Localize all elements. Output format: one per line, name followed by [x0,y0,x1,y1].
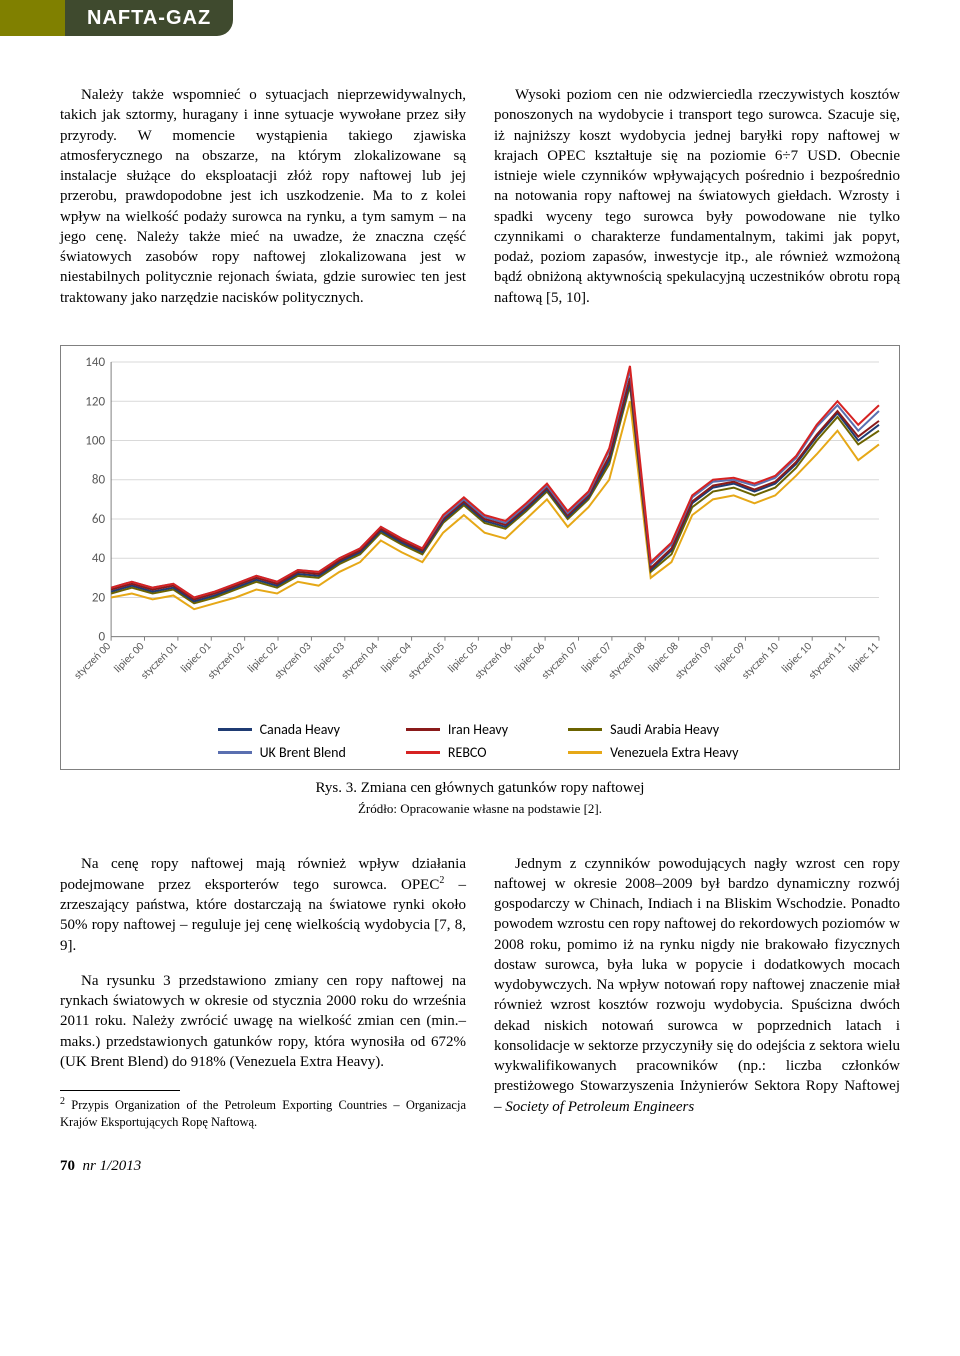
top-columns: Należy także wspomnieć o sytuacjach niep… [60,0,900,323]
svg-text:styczeń 08: styczeń 08 [605,639,647,681]
figure-3: 020406080100120140styczeń 00lipiec 00sty… [60,345,900,817]
br-p1-a: Jednym z czynników powodujących nagły wz… [494,856,900,1115]
top-col-left: Należy także wspomnieć o sytuacjach niep… [60,70,466,323]
bottom-left-p1: Na cenę ropy naftowej mają również wpływ… [60,854,466,956]
oil-price-chart: 020406080100120140styczeń 00lipiec 00sty… [67,354,889,715]
header-badge: NAFTA-GAZ [65,0,233,36]
svg-text:styczeń 02: styczeń 02 [205,639,247,681]
figure-caption: Rys. 3. Zmiana cen głównych gatunków rop… [60,780,900,797]
svg-text:120: 120 [85,394,105,409]
figure-source: Źródło: Opracowanie własne na podstawie … [60,801,900,817]
svg-text:styczeń 01: styczeń 01 [138,639,180,681]
svg-text:styczeń 03: styczeń 03 [272,639,314,681]
bottom-col-left: Na cenę ropy naftowej mają również wpływ… [60,839,466,1132]
top-left-p1: Należy także wspomnieć o sytuacjach niep… [60,85,466,308]
legend-label: Saudi Arabia Heavy [610,721,719,738]
svg-text:styczeń 07: styczeń 07 [539,639,581,681]
svg-text:styczeń 09: styczeń 09 [672,639,714,681]
legend-label: REBCO [448,744,487,761]
bl-p1-pre: Na cenę ropy naftowej mają również wpływ… [60,856,466,893]
svg-text:100: 100 [85,433,105,448]
fn-text: Przypis Organization of the Petroleum Ex… [60,1098,466,1128]
legend-item: Venezuela Extra Heavy [568,744,738,761]
svg-text:styczeń 11: styczeń 11 [806,639,848,681]
legend-item: UK Brent Blend [218,744,346,761]
legend-item: Saudi Arabia Heavy [568,721,738,738]
issue: nr 1/2013 [83,1158,142,1174]
legend-label: Iran Heavy [448,721,508,738]
svg-text:styczeń 06: styczeń 06 [472,639,514,681]
svg-text:styczeń 00: styczeń 00 [71,639,113,681]
legend-swatch [568,751,602,754]
legend-swatch [406,751,440,754]
bottom-right-p1: Jednym z czynników powodujących nagły wz… [494,854,900,1117]
bottom-col-right: Jednym z czynników powodujących nagły wz… [494,839,900,1132]
bottom-left-p2: Na rysunku 3 przedstawiono zmiany cen ro… [60,971,466,1072]
chart-box: 020406080100120140styczeń 00lipiec 00sty… [60,345,900,770]
page-number: 70 [60,1158,75,1174]
legend-item: Canada Heavy [218,721,346,738]
bottom-columns: Na cenę ropy naftowej mają również wpływ… [60,839,900,1132]
footnote-rule [60,1090,180,1091]
svg-text:140: 140 [85,355,105,370]
legend-item: REBCO [406,744,508,761]
top-col-right: Wysoki poziom cen nie odzwierciedla rzec… [494,70,900,323]
legend-label: UK Brent Blend [260,744,346,761]
page-footer: 70 nr 1/2013 [60,1158,900,1175]
legend-item: Iran Heavy [406,721,508,738]
svg-text:styczeń 04: styczeń 04 [338,639,380,681]
chart-legend: Canada Heavy UK Brent Blend Iran Heavy REBC… [67,721,889,761]
svg-text:40: 40 [92,551,106,566]
svg-text:80: 80 [92,472,106,487]
svg-text:lipiec 11: lipiec 11 [846,639,882,675]
legend-swatch [218,751,252,754]
svg-text:styczeń 05: styczeń 05 [405,639,447,681]
top-right-p1: Wysoki poziom cen nie odzwierciedla rzec… [494,85,900,308]
legend-swatch [568,728,602,731]
svg-text:60: 60 [92,512,106,527]
header-stripe [0,0,65,36]
legend-swatch [218,728,252,731]
footnote-2: 2 Przypis Organization of the Petroleum … [60,1095,466,1130]
svg-text:20: 20 [92,590,106,605]
svg-text:styczeń 10: styczeń 10 [739,639,781,681]
journal-name: NAFTA-GAZ [87,7,211,30]
br-p1-it: Society of Petroleum Engineers [505,1099,694,1115]
legend-swatch [406,728,440,731]
legend-label: Canada Heavy [260,721,340,738]
legend-label: Venezuela Extra Heavy [610,744,738,761]
